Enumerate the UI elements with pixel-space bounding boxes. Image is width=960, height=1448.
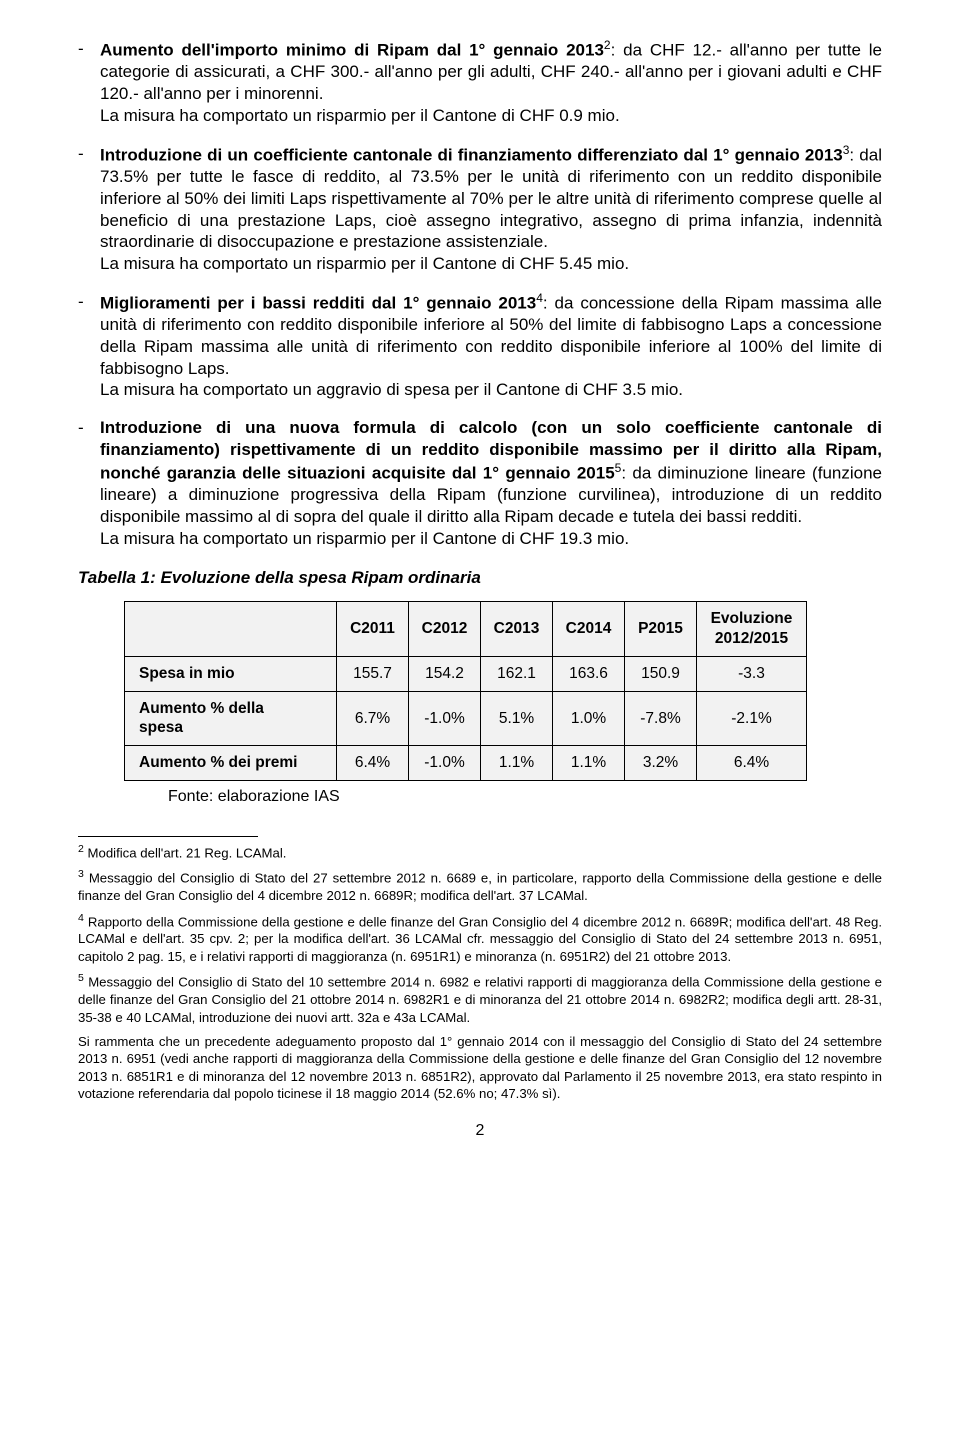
bullet-lead: Introduzione di un coefficiente cantonal… <box>100 145 843 164</box>
table-cell: 6.4% <box>337 746 409 781</box>
table-cell: 5.1% <box>481 691 553 746</box>
footnote-text: Messaggio del Consiglio di Stato del 27 … <box>78 871 882 903</box>
table-cell: 1.1% <box>553 746 625 781</box>
table-header: Evoluzione 2012/2015 <box>697 602 807 657</box>
table-header: C2013 <box>481 602 553 657</box>
table-header: C2014 <box>553 602 625 657</box>
table-header: C2012 <box>409 602 481 657</box>
table-cell: 154.2 <box>409 656 481 691</box>
footnote: 5 Messaggio del Consiglio di Stato del 1… <box>78 972 882 1026</box>
bullet-tail: La misura ha comportato un aggravio di s… <box>100 379 882 401</box>
footnote: 3 Messaggio del Consiglio di Stato del 2… <box>78 868 882 904</box>
row-label: Aumento % della spesa <box>125 691 337 746</box>
bullet-tail: La misura ha comportato un risparmio per… <box>100 253 882 275</box>
bullet-lead: Miglioramenti per i bassi redditi dal 1°… <box>100 293 536 312</box>
bullet-item: - Introduzione di un coefficiente canton… <box>78 143 882 275</box>
data-table: C2011 C2012 C2013 C2014 P2015 Evoluzione… <box>124 601 807 781</box>
table-title: Tabella 1: Evoluzione della spesa Ripam … <box>78 567 882 589</box>
table-cell: 1.1% <box>481 746 553 781</box>
footnote-text: Rapporto della Commissione della gestion… <box>78 914 882 964</box>
bullet-tail: La misura ha comportato un risparmio per… <box>100 105 882 127</box>
footnote-separator <box>78 836 258 837</box>
table-source: Fonte: elaborazione IAS <box>168 787 882 807</box>
footnote: 2 Modifica dell'art. 21 Reg. LCAMal. <box>78 843 882 862</box>
table-row: Spesa in mio 155.7 154.2 162.1 163.6 150… <box>125 656 807 691</box>
footnote-ref: 4 <box>536 291 543 305</box>
bullet-tail: La misura ha comportato un risparmio per… <box>100 528 882 550</box>
bullet-dash: - <box>78 143 100 275</box>
table-row: Aumento % dei premi 6.4% -1.0% 1.1% 1.1%… <box>125 746 807 781</box>
table-cell: -1.0% <box>409 691 481 746</box>
table-cell: 163.6 <box>553 656 625 691</box>
bullet-item: - Introduzione di una nuova formula di c… <box>78 417 882 549</box>
footnote-extra: Si rammenta che un precedente adeguament… <box>78 1033 882 1103</box>
page-number: 2 <box>78 1121 882 1141</box>
footnote-text: Messaggio del Consiglio di Stato del 10 … <box>78 975 882 1025</box>
row-label: Spesa in mio <box>125 656 337 691</box>
table-cell: -2.1% <box>697 691 807 746</box>
table-header-row: C2011 C2012 C2013 C2014 P2015 Evoluzione… <box>125 602 807 657</box>
bullet-item: - Miglioramenti per i bassi redditi dal … <box>78 291 882 401</box>
table-cell: 3.2% <box>625 746 697 781</box>
bullet-lead: Aumento dell'importo minimo di Ripam dal… <box>100 41 604 60</box>
footnote-ref: 2 <box>604 38 611 52</box>
table-header <box>125 602 337 657</box>
table-cell: -1.0% <box>409 746 481 781</box>
bullet-dash: - <box>78 291 100 401</box>
row-label: Aumento % dei premi <box>125 746 337 781</box>
table-cell: 6.4% <box>697 746 807 781</box>
bullet-dash: - <box>78 417 100 549</box>
table-cell: 1.0% <box>553 691 625 746</box>
footnote: 4 Rapporto della Commissione della gesti… <box>78 912 882 966</box>
table-cell: -7.8% <box>625 691 697 746</box>
table-cell: 150.9 <box>625 656 697 691</box>
table-row: Aumento % della spesa 6.7% -1.0% 5.1% 1.… <box>125 691 807 746</box>
bullet-dash: - <box>78 38 100 127</box>
table-header: P2015 <box>625 602 697 657</box>
table-cell: 162.1 <box>481 656 553 691</box>
table-cell: -3.3 <box>697 656 807 691</box>
footnote-text: Modifica dell'art. 21 Reg. LCAMal. <box>84 845 287 860</box>
table-cell: 155.7 <box>337 656 409 691</box>
table-header: C2011 <box>337 602 409 657</box>
bullet-item: - Aumento dell'importo minimo di Ripam d… <box>78 38 882 127</box>
document-page: - Aumento dell'importo minimo di Ripam d… <box>0 0 960 1171</box>
table-cell: 6.7% <box>337 691 409 746</box>
